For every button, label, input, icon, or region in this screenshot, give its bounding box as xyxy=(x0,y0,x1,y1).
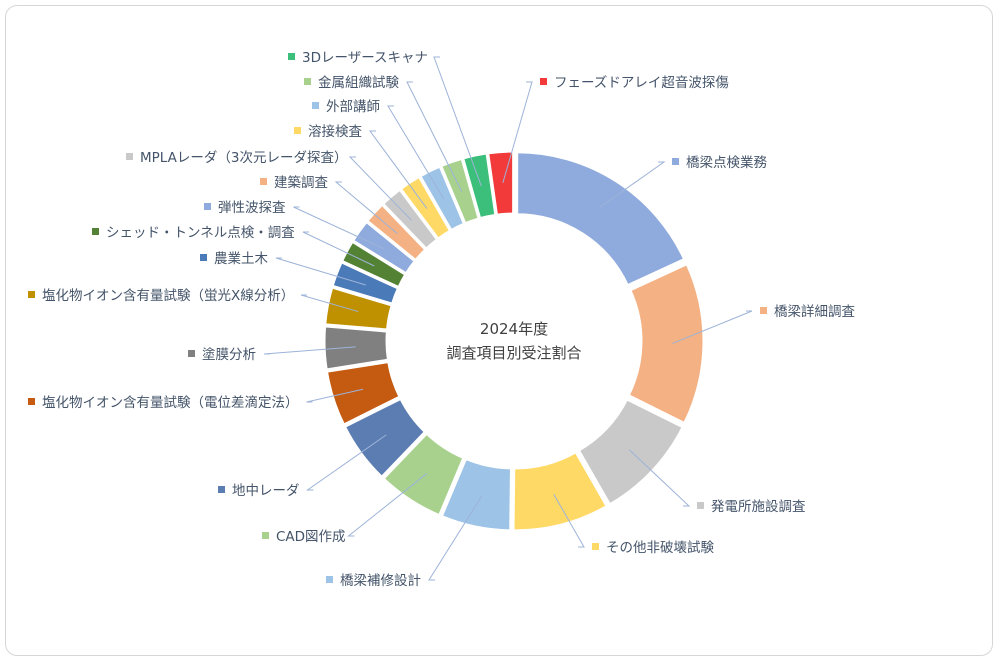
leader-line-11 xyxy=(275,257,366,286)
legend-marker-8 xyxy=(28,398,35,405)
slice-label-16: 溶接検査 xyxy=(308,123,362,140)
leader-line-18 xyxy=(406,81,463,192)
slice-1 xyxy=(515,150,687,288)
chart-title: 2024年度 xyxy=(480,320,548,338)
legend-marker-14 xyxy=(260,178,267,185)
leader-line-17 xyxy=(387,105,445,200)
slices-layer xyxy=(322,149,706,533)
slice-label-19: 3Dレーザースキャナ xyxy=(302,50,428,66)
slice-3 xyxy=(576,396,686,507)
slice-label-11: 農業土木 xyxy=(214,251,268,267)
leader-line-2 xyxy=(672,310,753,344)
legend-marker-17 xyxy=(312,102,319,109)
slice-7 xyxy=(342,396,428,480)
leader-line-6 xyxy=(347,473,428,537)
slice-label-1: 橋梁点検業務 xyxy=(686,155,767,171)
slice-label-18: 金属組織試験 xyxy=(318,75,399,91)
legend-marker-20 xyxy=(540,78,547,85)
legend-marker-11 xyxy=(200,254,207,261)
leader-line-20 xyxy=(502,81,533,184)
slice-5 xyxy=(439,456,514,533)
legend-marker-12 xyxy=(92,228,99,235)
legend-marker-6 xyxy=(262,532,269,539)
slice-label-13: 弾性波探査 xyxy=(218,200,286,216)
legend-marker-15 xyxy=(126,153,133,160)
slice-label-14: 建築調査 xyxy=(274,175,328,191)
legend-marker-3 xyxy=(697,502,704,509)
leader-line-4 xyxy=(553,494,585,548)
slice-label-5: 橋梁補修設計 xyxy=(340,573,421,589)
leader-line-13 xyxy=(293,206,386,250)
slice-label-6: CAD図作成 xyxy=(276,529,346,545)
slice-4 xyxy=(511,449,610,533)
legend-marker-7 xyxy=(218,486,225,493)
leader-line-19 xyxy=(433,56,482,187)
slice-label-2: 橋梁詳細調査 xyxy=(774,304,855,320)
legend-marker-10 xyxy=(28,291,35,298)
chart-subtitle: 調査項目別受注割合 xyxy=(446,344,581,362)
slice-label-3: 発電所施設調査 xyxy=(711,499,806,515)
slice-label-8: 塩化物イオン含有量試験（電位差滴定法） xyxy=(42,394,299,411)
leaders-layer xyxy=(263,56,753,581)
slice-label-20: フェーズドアレイ超音波探傷 xyxy=(554,74,729,91)
legend-marker-2 xyxy=(760,307,767,314)
leader-line-14 xyxy=(334,181,398,235)
legend-marker-5 xyxy=(326,576,333,583)
leader-line-1 xyxy=(599,161,666,208)
slice-label-4: その他非破壊試験 xyxy=(606,540,714,556)
legend-marker-18 xyxy=(304,78,311,85)
legend-marker-1 xyxy=(672,158,679,165)
leader-line-15 xyxy=(348,156,412,221)
legend-marker-19 xyxy=(288,53,295,60)
legend-marker-4 xyxy=(592,543,599,550)
legend-marker-13 xyxy=(204,203,211,210)
slice-label-12: シェッド・トンネル点検・調査 xyxy=(106,225,295,241)
leader-line-5 xyxy=(428,495,483,581)
legend-marker-9 xyxy=(188,350,195,357)
leader-line-7 xyxy=(305,434,387,491)
slice-label-17: 外部講師 xyxy=(326,99,380,115)
slice-label-9: 塗膜分析 xyxy=(202,346,256,363)
chart-frame xyxy=(5,5,993,656)
leader-line-3 xyxy=(628,449,691,507)
leader-line-8 xyxy=(306,388,364,403)
leader-line-10 xyxy=(300,294,359,313)
leader-line-16 xyxy=(369,130,428,209)
slice-label-10: 塩化物イオン含有量試験（蛍光X線分析） xyxy=(42,288,294,304)
slice-label-7: 地中レーダ xyxy=(232,483,300,499)
legend-marker-16 xyxy=(294,127,301,134)
leader-line-9 xyxy=(263,346,356,355)
slice-label-15: MPLAレーダ（3次元レーダ探査） xyxy=(140,150,347,166)
slice-6 xyxy=(380,431,466,518)
leader-line-12 xyxy=(302,231,375,267)
slice-2 xyxy=(626,261,706,426)
